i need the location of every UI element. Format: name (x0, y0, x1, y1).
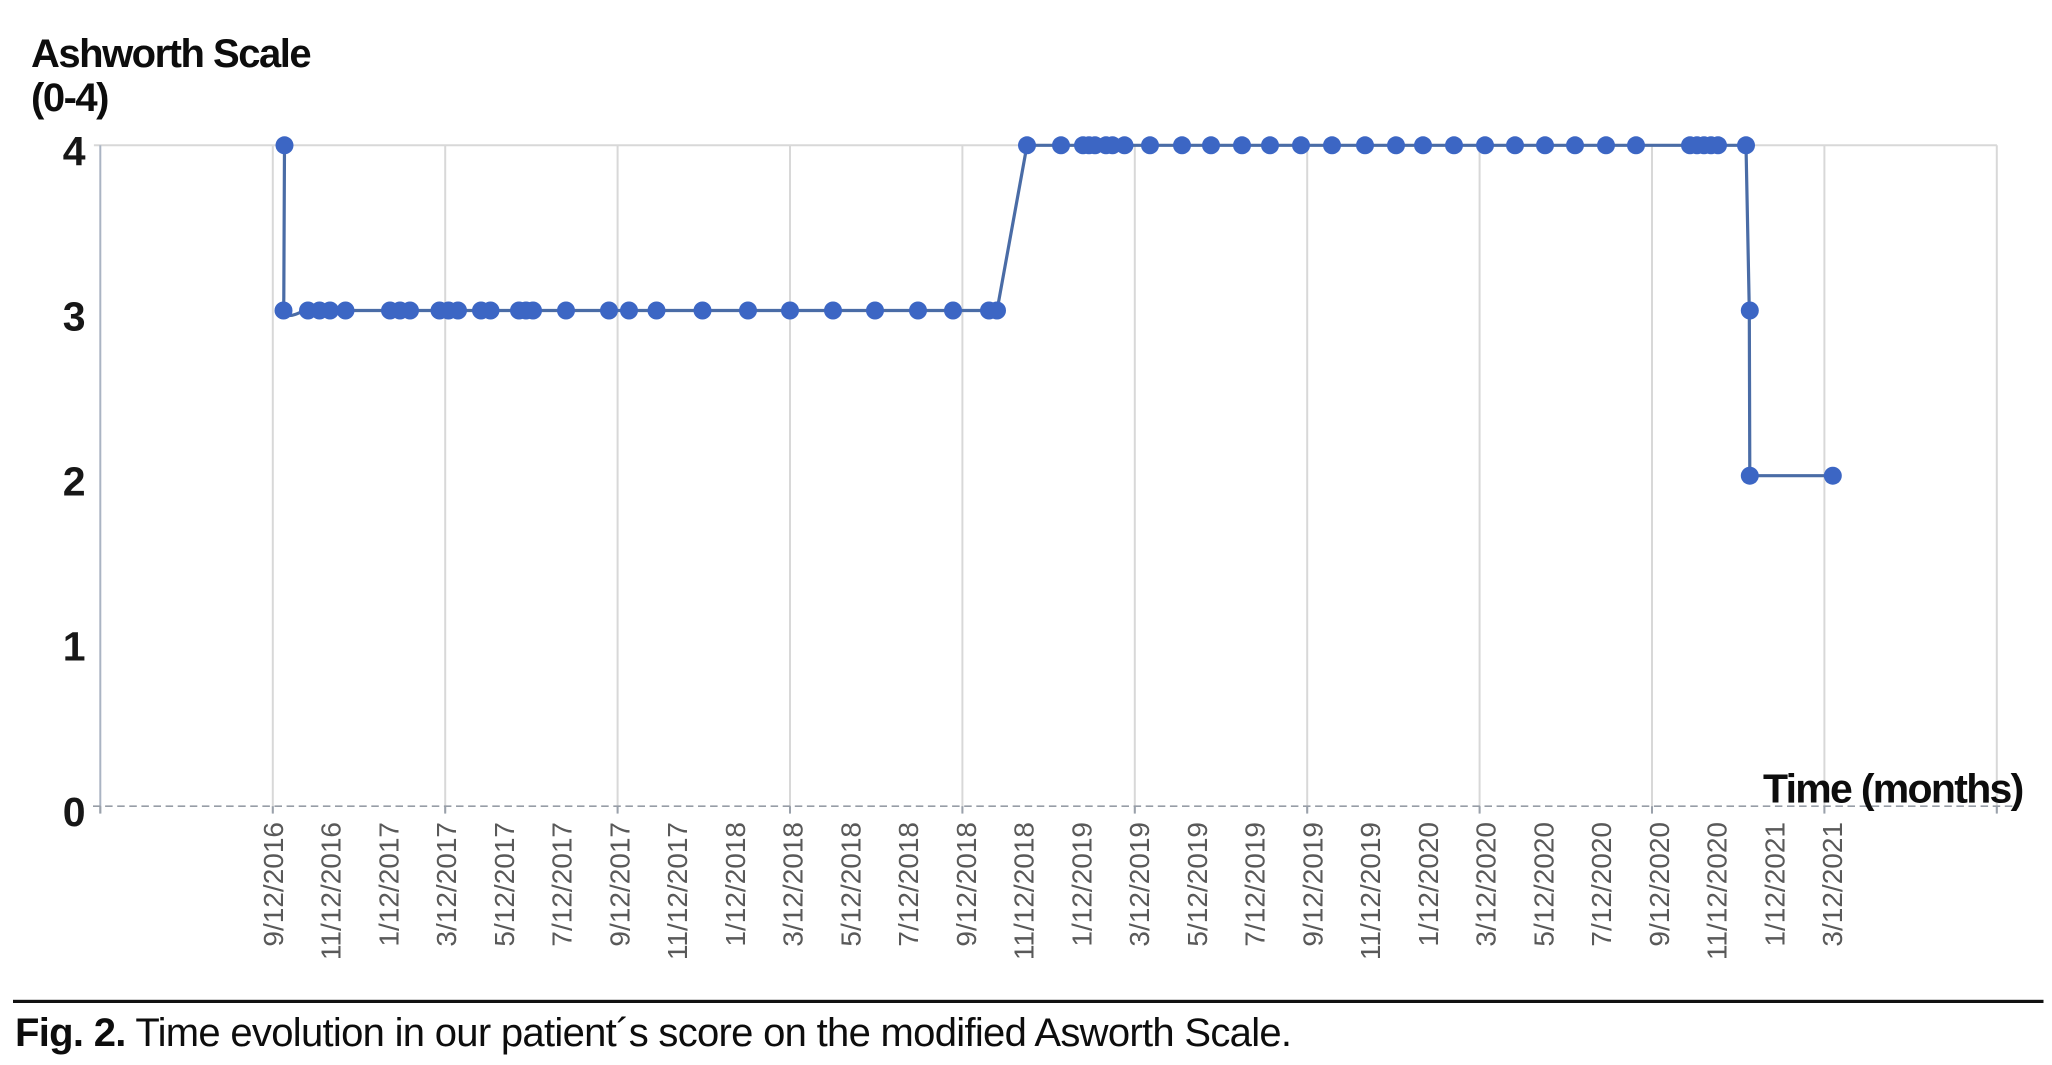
svg-text:9/12/2020: 9/12/2020 (1644, 822, 1675, 947)
svg-text:9/12/2016: 9/12/2016 (258, 822, 289, 947)
svg-text:3/12/2019: 3/12/2019 (1124, 822, 1155, 947)
svg-text:5/12/2017: 5/12/2017 (489, 822, 520, 947)
svg-text:5/12/2019: 5/12/2019 (1182, 822, 1213, 947)
svg-text:(0-4): (0-4) (31, 76, 108, 120)
svg-text:1/12/2019: 1/12/2019 (1066, 822, 1097, 947)
svg-text:Ashworth Scale: Ashworth Scale (31, 32, 310, 76)
svg-text:3: 3 (63, 293, 86, 339)
svg-text:1/12/2017: 1/12/2017 (373, 822, 404, 947)
svg-text:1: 1 (63, 624, 86, 670)
svg-text:0: 0 (63, 789, 86, 835)
svg-text:1/12/2018: 1/12/2018 (720, 822, 751, 947)
svg-text:11/12/2019: 11/12/2019 (1355, 822, 1386, 960)
svg-text:3/12/2021: 3/12/2021 (1817, 822, 1848, 947)
svg-text:Time (months): Time (months) (1763, 766, 2023, 812)
svg-text:5/12/2018: 5/12/2018 (835, 822, 866, 947)
svg-text:4: 4 (63, 128, 86, 174)
svg-text:5/12/2020: 5/12/2020 (1528, 822, 1559, 947)
svg-text:9/12/2019: 9/12/2019 (1297, 822, 1328, 947)
svg-text:1/12/2020: 1/12/2020 (1413, 822, 1444, 947)
svg-text:7/12/2019: 7/12/2019 (1240, 822, 1271, 947)
svg-text:11/12/2020: 11/12/2020 (1702, 822, 1733, 960)
svg-text:9/12/2018: 9/12/2018 (951, 822, 982, 947)
svg-text:9/12/2017: 9/12/2017 (604, 822, 635, 947)
svg-text:3/12/2020: 3/12/2020 (1471, 822, 1502, 947)
svg-text:Fig. 2. Time evolution in our: Fig. 2. Time evolution in our patient´s … (15, 1011, 1291, 1055)
svg-text:1/12/2021: 1/12/2021 (1759, 822, 1790, 947)
svg-text:7/12/2020: 7/12/2020 (1586, 822, 1617, 947)
svg-text:7/12/2017: 7/12/2017 (547, 822, 578, 947)
svg-text:11/12/2018: 11/12/2018 (1009, 822, 1040, 960)
svg-text:11/12/2016: 11/12/2016 (316, 822, 347, 960)
svg-text:3/12/2018: 3/12/2018 (778, 822, 809, 947)
svg-text:7/12/2018: 7/12/2018 (893, 822, 924, 947)
svg-text:11/12/2017: 11/12/2017 (662, 822, 693, 960)
svg-text:3/12/2017: 3/12/2017 (431, 822, 462, 947)
svg-text:2: 2 (63, 459, 86, 505)
